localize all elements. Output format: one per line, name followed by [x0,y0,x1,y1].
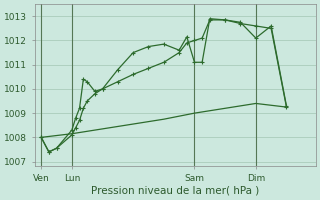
X-axis label: Pression niveau de la mer( hPa ): Pression niveau de la mer( hPa ) [91,186,260,196]
